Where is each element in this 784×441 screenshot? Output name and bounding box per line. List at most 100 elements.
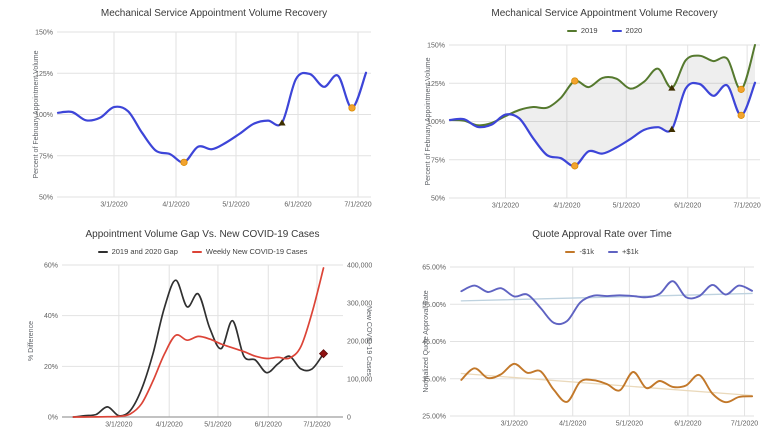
x-tick-label: 7/1/2020 bbox=[731, 421, 758, 428]
legend-label: +$1k bbox=[622, 247, 639, 256]
chart-volume-gap-vs-covid: Appointment Volume Gap Vs. New COVID-19 … bbox=[0, 221, 392, 441]
gridlines bbox=[449, 44, 760, 199]
x-tick-label: 7/1/2020 bbox=[344, 202, 371, 209]
y-tick-label: 125% bbox=[427, 81, 445, 88]
legend-label: 2019 bbox=[580, 26, 598, 35]
series-line-2020 bbox=[448, 81, 757, 168]
plot-area bbox=[56, 71, 368, 166]
axis-labels: 150% 125% 100% 75% 50% 3/1/2020 4/1/2020 5/1/20… bbox=[33, 30, 372, 209]
legend-item: +$1k bbox=[608, 247, 639, 257]
x-tick-label: 3/1/2020 bbox=[100, 202, 127, 209]
x-tick-label: 3/1/2020 bbox=[105, 422, 132, 429]
y-tick-label: 0% bbox=[48, 415, 58, 422]
legend-dash-icon bbox=[566, 30, 577, 32]
chart-legend: 2019 and 2020 Gap Weekly New COVID-19 Cas… bbox=[62, 247, 343, 257]
y2-tick-label: 0 bbox=[347, 415, 351, 422]
legend-item: -$1k bbox=[565, 247, 594, 257]
y2-tick-label: 200,000 bbox=[347, 339, 372, 346]
axis-labels: 65.00% 55.00% 45.00% 35.00% 25.00% 3/1/2020 4/… bbox=[422, 265, 758, 428]
y2-tick-label: 400,000 bbox=[347, 263, 372, 270]
x-tick-label: 6/1/2020 bbox=[674, 421, 701, 428]
chart-volume-recovery-2020: Mechanical Service Appointment Volume Re… bbox=[0, 0, 392, 220]
x-tick-label: 6/1/2020 bbox=[674, 203, 701, 210]
chart-plot: 150% 125% 100% 75% 50% 3/1/2020 4/1/2020 5/1/20… bbox=[33, 30, 372, 209]
x-tick-label: 7/1/2020 bbox=[733, 203, 760, 210]
y2-tick-label: 300,000 bbox=[347, 301, 372, 308]
y-tick-label: 125% bbox=[35, 71, 53, 78]
marker-dot bbox=[571, 162, 579, 170]
y-axis-title: Percent of February Appointment Volume bbox=[425, 57, 432, 185]
y-axis-title: % Difference bbox=[28, 321, 35, 361]
chart-plot: 150% 125% 100% 75% 50% 3/1/2020 4/1/2020 5/1/20… bbox=[425, 43, 761, 210]
series-line--1k-trendline bbox=[460, 292, 753, 302]
y-tick-label: 100% bbox=[35, 112, 53, 119]
y2-axis-title: New COVID-19 Cases bbox=[365, 306, 372, 377]
chart-title: Appointment Volume Gap Vs. New COVID-19 … bbox=[85, 229, 320, 240]
x-tick-label: 5/1/2020 bbox=[204, 422, 231, 429]
x-tick-label: 4/1/2020 bbox=[156, 422, 183, 429]
marker-dot bbox=[737, 85, 745, 93]
x-tick-label: 4/1/2020 bbox=[162, 202, 189, 209]
y-tick-label: 75% bbox=[39, 153, 53, 160]
x-tick-label: 5/1/2020 bbox=[616, 421, 643, 428]
y-tick-label: 150% bbox=[35, 30, 53, 37]
y-tick-label: 50% bbox=[431, 196, 445, 203]
x-tick-label: 6/1/2020 bbox=[255, 422, 282, 429]
series-line--1k bbox=[460, 362, 754, 404]
y-tick-label: 100% bbox=[427, 119, 445, 126]
legend-dash-icon bbox=[565, 251, 576, 253]
plot-area bbox=[460, 280, 754, 404]
x-tick-label: 4/1/2020 bbox=[553, 203, 580, 210]
legend-dash-icon bbox=[191, 251, 202, 253]
y-tick-label: 65.00% bbox=[422, 265, 446, 272]
x-tick-label: 7/1/2020 bbox=[303, 422, 330, 429]
marker-dot bbox=[180, 158, 188, 166]
chart-legend: -$1k +$1k bbox=[450, 247, 754, 257]
marker-dot bbox=[348, 104, 356, 112]
legend-label: 2019 and 2020 Gap bbox=[111, 247, 178, 256]
y-tick-label: 50% bbox=[39, 195, 53, 202]
legend-label: Weekly New COVID-19 Cases bbox=[205, 247, 308, 256]
y-axis-title: Normalized Quote Approval Rate bbox=[423, 290, 430, 392]
x-tick-label: 3/1/2020 bbox=[492, 203, 519, 210]
y-axis-title: Percent of February Appointment Volume bbox=[33, 50, 40, 178]
chart-title: Mechanical Service Appointment Volume Re… bbox=[491, 8, 718, 19]
legend-item: Weekly New COVID-19 Cases bbox=[191, 247, 308, 257]
gridlines bbox=[450, 266, 754, 417]
x-tick-label: 6/1/2020 bbox=[284, 202, 311, 209]
chart-title: Mechanical Service Appointment Volume Re… bbox=[100, 8, 328, 19]
y2-tick-label: 100,000 bbox=[347, 377, 372, 384]
legend-dash-icon bbox=[608, 251, 619, 253]
axis-labels: 60% 40% 20% 0% 400,000 300,000 200,000 100,000 0… bbox=[28, 263, 372, 429]
series-line-2019-and-2020-gap bbox=[72, 279, 325, 418]
gridlines bbox=[57, 31, 371, 198]
y-tick-label: 60% bbox=[44, 263, 58, 270]
y-tick-label: 40% bbox=[44, 313, 58, 320]
y-tick-label: 20% bbox=[44, 364, 58, 371]
chart-plot: 65.00% 55.00% 45.00% 35.00% 25.00% 3/1/2020 4/… bbox=[422, 265, 758, 428]
legend-label: 2020 bbox=[625, 26, 643, 35]
chart-legend: 2019 2020 bbox=[449, 26, 760, 36]
area-between-series bbox=[450, 45, 755, 167]
series-line-2020 bbox=[56, 71, 368, 164]
legend-dash-icon bbox=[611, 30, 622, 32]
axis-labels: 150% 125% 100% 75% 50% 3/1/2020 4/1/2020 5/1/20… bbox=[425, 43, 761, 210]
x-tick-label: 4/1/2020 bbox=[559, 421, 586, 428]
y-tick-label: 150% bbox=[427, 43, 445, 50]
legend-item: 2019 and 2020 Gap bbox=[97, 247, 178, 257]
legend-item: 2020 bbox=[611, 26, 643, 36]
legend-dash-icon bbox=[97, 251, 108, 253]
y-tick-label: 25.00% bbox=[422, 414, 446, 421]
chart-volume-recovery-2019-vs-2020: Mechanical Service Appointment Volume Re… bbox=[392, 0, 784, 220]
y-tick-label: 75% bbox=[431, 157, 445, 164]
chart-plot: 60% 40% 20% 0% 400,000 300,000 200,000 100,000 0… bbox=[28, 263, 372, 429]
plot-area bbox=[448, 44, 757, 170]
x-tick-label: 5/1/2020 bbox=[222, 202, 249, 209]
y-tick-label: 55.00% bbox=[422, 302, 446, 309]
legend-label: -$1k bbox=[579, 247, 595, 256]
chart-title: Quote Approval Rate over Time bbox=[532, 229, 672, 240]
series-line--1k bbox=[460, 280, 754, 326]
marker-dot bbox=[571, 77, 579, 85]
y-tick-label: 35.00% bbox=[422, 376, 446, 383]
